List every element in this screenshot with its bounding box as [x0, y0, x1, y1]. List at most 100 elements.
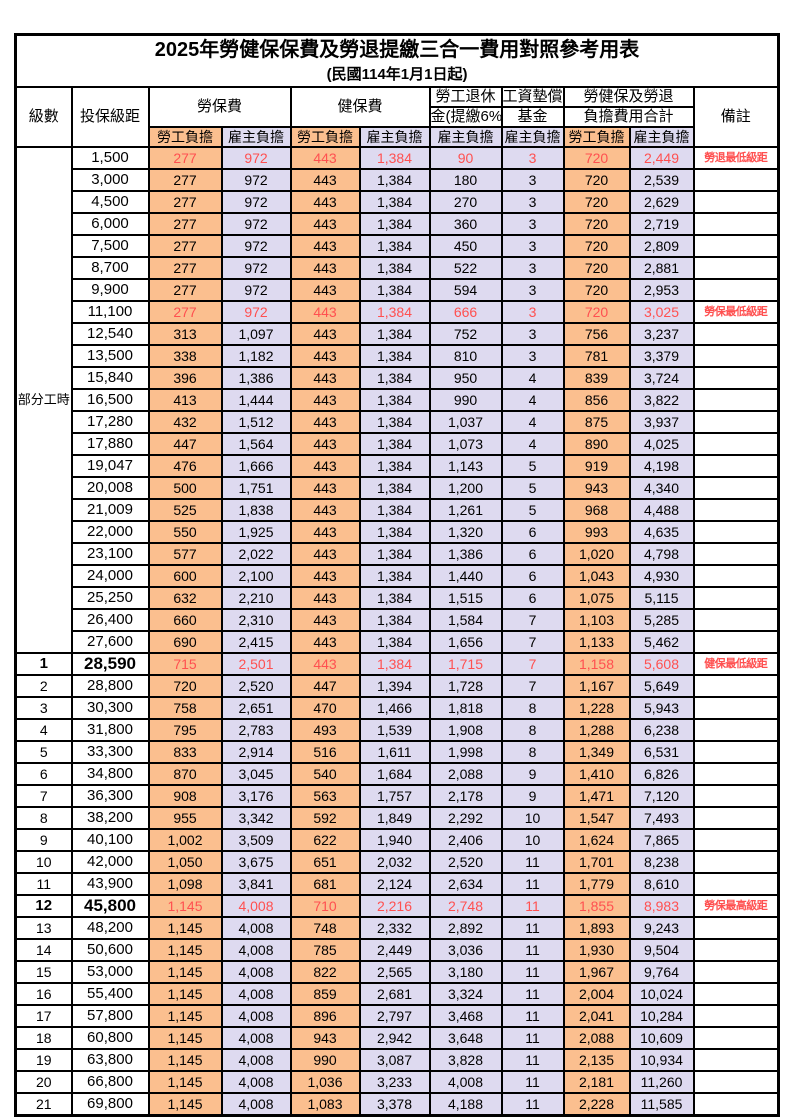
bracket-cell: 42,000 — [70, 850, 150, 874]
subheader-health-employee: 勞工負擔 — [289, 126, 361, 148]
fee-cell: 3,937 — [628, 410, 695, 434]
fee-cell: 4 — [500, 410, 565, 434]
fee-cell: 443 — [289, 322, 361, 346]
fee-cell: 2,539 — [628, 168, 695, 192]
col-header-health-insurance: 健保費 — [289, 86, 431, 128]
bracket-cell: 4,500 — [70, 190, 150, 214]
fee-cell: 833 — [147, 740, 223, 764]
remark-cell — [692, 828, 780, 852]
fee-cell: 1,182 — [220, 344, 292, 368]
fee-reference-sheet: 2025年勞健保保費及勞退提繳三合一費用對照參考用表 (民國114年1月1日起)… — [14, 33, 781, 1117]
fee-cell: 1,145 — [147, 894, 223, 918]
fee-cell: 4,635 — [628, 520, 695, 544]
fee-cell: 4,188 — [428, 1092, 503, 1117]
fee-cell: 1,073 — [428, 432, 503, 456]
fee-cell: 5,115 — [628, 586, 695, 610]
table-row: 10 42,000 1,050 3,675 651 2,032 2,520 11 1,701 8,… — [14, 850, 780, 874]
fee-cell: 2,228 — [562, 1092, 631, 1117]
fee-cell: 8 — [500, 696, 565, 720]
fee-cell: 4,008 — [220, 1048, 292, 1072]
fee-cell: 890 — [562, 432, 631, 456]
fee-cell: 1,410 — [562, 762, 631, 786]
fee-cell: 1,384 — [358, 190, 431, 214]
fee-cell: 4,930 — [628, 564, 695, 588]
fee-cell: 443 — [289, 652, 361, 676]
fee-cell: 1,036 — [289, 1070, 361, 1094]
fee-cell: 8,983 — [628, 894, 695, 918]
fee-cell: 2,032 — [358, 850, 431, 874]
col-header-total-line2: 負擔費用合計 — [562, 106, 695, 128]
fee-cell: 1,386 — [428, 542, 503, 566]
fee-cell: 7,865 — [628, 828, 695, 852]
remark-cell — [692, 190, 780, 214]
fee-cell: 277 — [147, 190, 223, 214]
fee-cell: 781 — [562, 344, 631, 368]
fee-cell: 1,728 — [428, 674, 503, 698]
fee-cell: 4,008 — [220, 1092, 292, 1117]
fee-cell: 7 — [500, 608, 565, 632]
fee-cell: 3,176 — [220, 784, 292, 808]
fee-cell: 720 — [147, 674, 223, 698]
remark-cell — [692, 278, 780, 302]
table-row: 19 63,800 1,145 4,008 990 3,087 3,828 11 2,135 10… — [14, 1048, 780, 1072]
fee-cell: 2,748 — [428, 894, 503, 918]
subheader-total-employer: 雇主負擔 — [628, 126, 695, 148]
remark-cell — [692, 586, 780, 610]
remark-cell — [692, 784, 780, 808]
fee-cell: 443 — [289, 410, 361, 434]
fee-cell: 1,145 — [147, 1092, 223, 1117]
fee-cell: 443 — [289, 388, 361, 412]
remark-cell — [692, 696, 780, 720]
fee-cell: 990 — [289, 1048, 361, 1072]
fee-cell: 1,098 — [147, 872, 223, 896]
fee-cell: 1,384 — [358, 388, 431, 412]
fee-cell: 10,609 — [628, 1026, 695, 1050]
table-row: 24,000 600 2,100 443 1,384 1,440 6 1,043 4,930 — [16, 564, 780, 588]
col-header-total-line1: 勞健保及勞退 — [562, 86, 695, 108]
fee-cell: 972 — [220, 212, 292, 236]
fee-cell: 1,715 — [428, 652, 503, 676]
remark-cell — [692, 454, 780, 478]
table-row: 12,540 313 1,097 443 1,384 752 3 756 3,237 — [16, 322, 780, 346]
fee-cell: 3,025 — [628, 300, 695, 324]
fee-cell: 443 — [289, 476, 361, 500]
level-cell: 12 — [14, 894, 73, 918]
fee-cell: 9,764 — [628, 960, 695, 984]
level-cell: 18 — [14, 1026, 73, 1050]
fee-cell: 6 — [500, 542, 565, 566]
bracket-cell: 60,800 — [70, 1026, 150, 1050]
fee-cell: 2,332 — [358, 916, 431, 940]
table-row: 22,000 550 1,925 443 1,384 1,320 6 993 4,635 — [16, 520, 780, 544]
fee-cell: 2,501 — [220, 652, 292, 676]
fee-cell: 1,539 — [358, 718, 431, 742]
fee-cell: 1,998 — [428, 740, 503, 764]
subheader-total-employee: 勞工負擔 — [562, 126, 631, 148]
fee-cell: 9 — [500, 784, 565, 808]
remark-cell: 健保最低級距 — [692, 652, 780, 676]
fee-cell: 443 — [289, 608, 361, 632]
fee-cell: 1,394 — [358, 674, 431, 698]
fee-cell: 592 — [289, 806, 361, 830]
fee-cell: 3,180 — [428, 960, 503, 984]
fee-cell: 1,037 — [428, 410, 503, 434]
fee-cell: 1,145 — [147, 982, 223, 1006]
level-cell: 2 — [14, 674, 73, 698]
fee-cell: 1,167 — [562, 674, 631, 698]
fee-cell: 1,930 — [562, 938, 631, 962]
fee-cell: 968 — [562, 498, 631, 522]
fee-cell: 720 — [562, 278, 631, 302]
fee-cell: 2,953 — [628, 278, 695, 302]
fee-cell: 1,471 — [562, 784, 631, 808]
fee-cell: 1,779 — [562, 872, 631, 896]
fee-cell: 6,826 — [628, 762, 695, 786]
fee-cell: 4,008 — [220, 894, 292, 918]
fee-cell: 651 — [289, 850, 361, 874]
fee-cell: 2,088 — [428, 762, 503, 786]
fee-cell: 3 — [500, 300, 565, 324]
fee-cell: 1,145 — [147, 1026, 223, 1050]
fee-cell: 493 — [289, 718, 361, 742]
remark-cell — [692, 520, 780, 544]
fee-cell: 443 — [289, 432, 361, 456]
fee-cell: 1,261 — [428, 498, 503, 522]
fee-cell: 752 — [428, 322, 503, 346]
